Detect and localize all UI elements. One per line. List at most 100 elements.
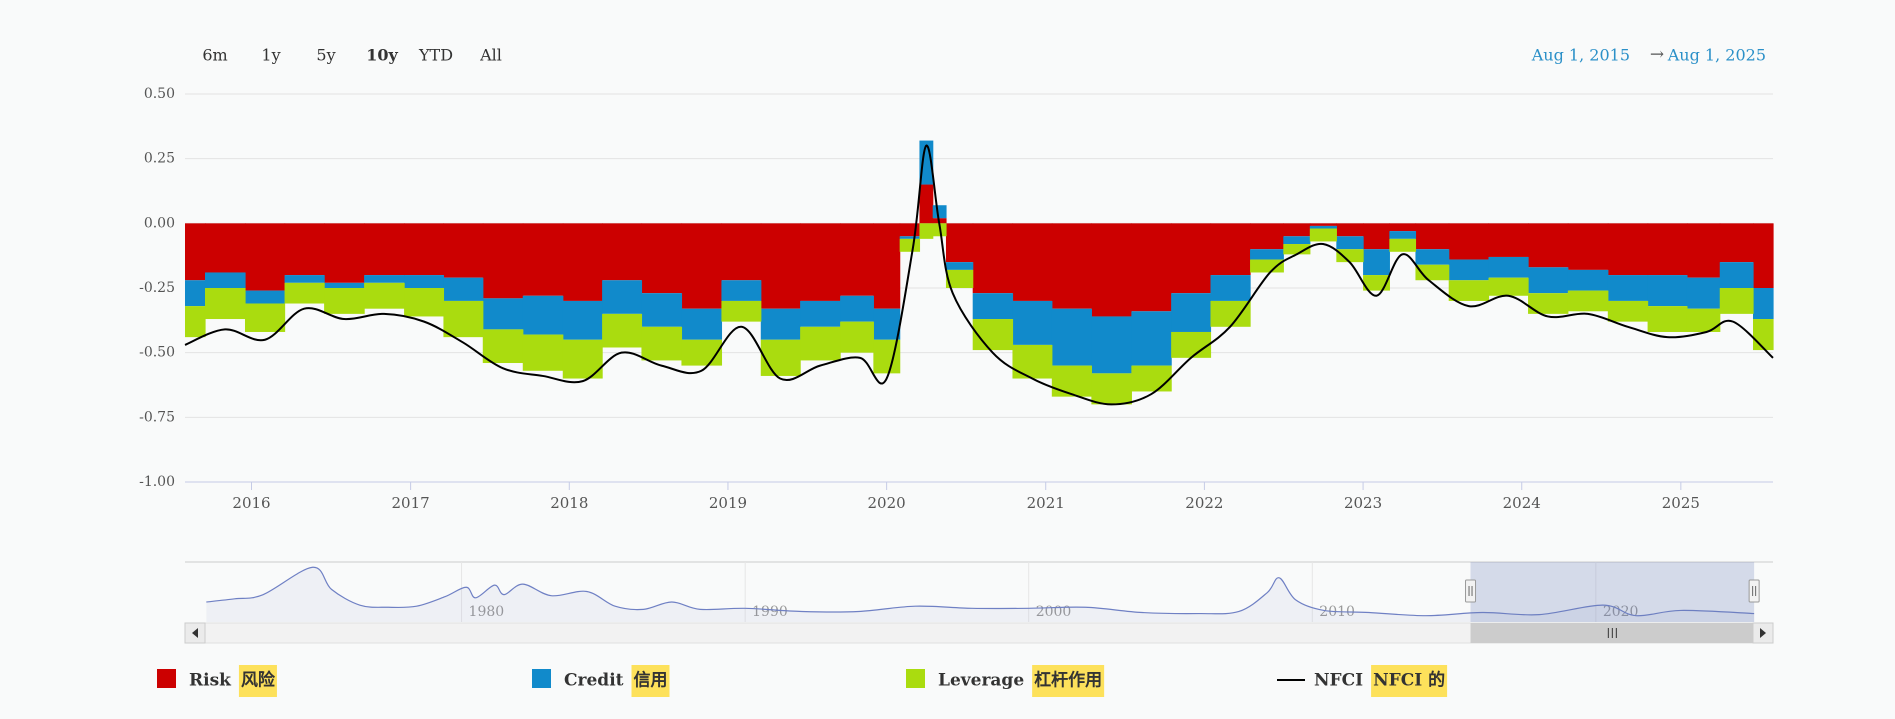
bar-segment [1336, 236, 1364, 250]
legend-translation: NFCI 的 [1373, 670, 1445, 691]
bar-segment [1528, 293, 1569, 314]
translation-highlight [631, 665, 670, 697]
bar-segment [1336, 249, 1364, 263]
bar-segment [443, 223, 484, 278]
bar-segment [1091, 373, 1132, 405]
bar-segment [1091, 223, 1132, 317]
bar-segment [1283, 244, 1311, 255]
bar-segment [1012, 300, 1053, 345]
bar-segment [404, 288, 445, 317]
legend-translation: 信用 [634, 670, 668, 691]
bar-segment [244, 290, 286, 304]
bar-segment [1488, 256, 1529, 278]
bar-segment [1051, 223, 1092, 309]
x-tick-label: 2024 [1503, 494, 1541, 512]
bar-segment [873, 308, 901, 340]
legend-translation: 杠杆作用 [1034, 670, 1102, 691]
range-button[interactable]: YTD [418, 46, 453, 65]
bar-segment [562, 223, 603, 301]
range-button[interactable]: All [479, 46, 502, 65]
x-tick-label: 2018 [550, 494, 588, 512]
bar-segment [1250, 223, 1284, 250]
navigator-handle[interactable] [1748, 579, 1760, 603]
bar-segment [721, 223, 762, 281]
navigator-label: 1990 [752, 604, 788, 620]
bar-segment [681, 308, 723, 340]
x-tick-label: 2021 [1027, 494, 1065, 512]
bar-segment [1607, 223, 1649, 276]
bar-segment [1647, 306, 1688, 332]
x-tick-label: 2022 [1185, 494, 1223, 512]
bar-segment [364, 275, 405, 283]
range-separator: → [1650, 45, 1664, 65]
bar-segment [1250, 249, 1284, 260]
bar-segment [1131, 365, 1172, 392]
bar-segment [443, 300, 484, 338]
bar-segment [1567, 223, 1609, 270]
bar-segment [1686, 223, 1721, 278]
bar-segment [1488, 223, 1529, 257]
bar-segment [840, 223, 874, 296]
x-tick-label: 2019 [709, 494, 747, 512]
bar-segment [972, 223, 1014, 294]
bar-segment [840, 295, 874, 322]
bar-segment [284, 282, 325, 304]
bar-segment [185, 306, 206, 338]
bar-segment [1309, 223, 1337, 226]
legend-label[interactable]: Leverage [938, 671, 1024, 691]
legend-label[interactable]: Credit [564, 671, 624, 691]
bar-segment [1753, 319, 1774, 351]
bar-segment [1415, 223, 1450, 250]
x-tick-label: 2016 [232, 494, 270, 512]
navigator-mask [1470, 562, 1755, 622]
legend-label[interactable]: NFCI [1314, 671, 1363, 691]
bar-segment [1528, 267, 1569, 294]
bar-segment [1250, 259, 1284, 273]
bar-segment [1051, 308, 1092, 366]
bar-segment [1389, 223, 1417, 232]
y-tick-label: 0.50 [144, 86, 175, 102]
y-tick-label: -0.75 [139, 409, 175, 425]
bar-segment [1528, 223, 1569, 268]
bar-segment [1171, 331, 1212, 358]
bar-segment [641, 326, 683, 361]
bar-segment [641, 223, 683, 294]
range-button[interactable]: 6m [202, 46, 227, 65]
range-button[interactable]: 5y [316, 46, 335, 65]
bar-segment [1607, 275, 1649, 301]
bar-segment [1131, 311, 1172, 366]
legend-label[interactable]: Risk [189, 671, 232, 691]
range-to[interactable]: Aug 1, 2025 [1667, 46, 1766, 65]
range-button[interactable]: 1y [261, 46, 280, 65]
bar-segment [800, 300, 841, 327]
bar-segment [482, 329, 524, 364]
bar-segment [873, 223, 901, 309]
bar-segment [1363, 223, 1390, 250]
bar-segment [562, 300, 603, 340]
translation-highlight [1032, 665, 1105, 697]
bar-segment [721, 300, 762, 322]
legend-symbol [157, 669, 176, 688]
bar-segment [800, 223, 841, 301]
bar-segment [364, 223, 405, 276]
bar-segment [919, 223, 934, 239]
bar-segment [932, 205, 947, 219]
legend-translation: 风险 [241, 670, 276, 691]
range-button[interactable]: 10y [366, 46, 398, 65]
navigator-handle[interactable] [1465, 579, 1477, 603]
bar-segment [840, 321, 874, 353]
translation-highlight [1371, 665, 1448, 697]
range-from[interactable]: Aug 1, 2015 [1531, 46, 1630, 65]
x-tick-label: 2017 [392, 494, 430, 512]
bar-segment [1753, 223, 1774, 288]
bar-segment [1363, 249, 1390, 276]
bar-segment [1647, 275, 1688, 307]
bar-segment [972, 319, 1014, 351]
bar-segment [1389, 231, 1417, 239]
bar-segment [721, 280, 762, 301]
bar-segment [244, 303, 286, 332]
bar-segment [1607, 300, 1649, 322]
bar-segment [1753, 288, 1774, 320]
